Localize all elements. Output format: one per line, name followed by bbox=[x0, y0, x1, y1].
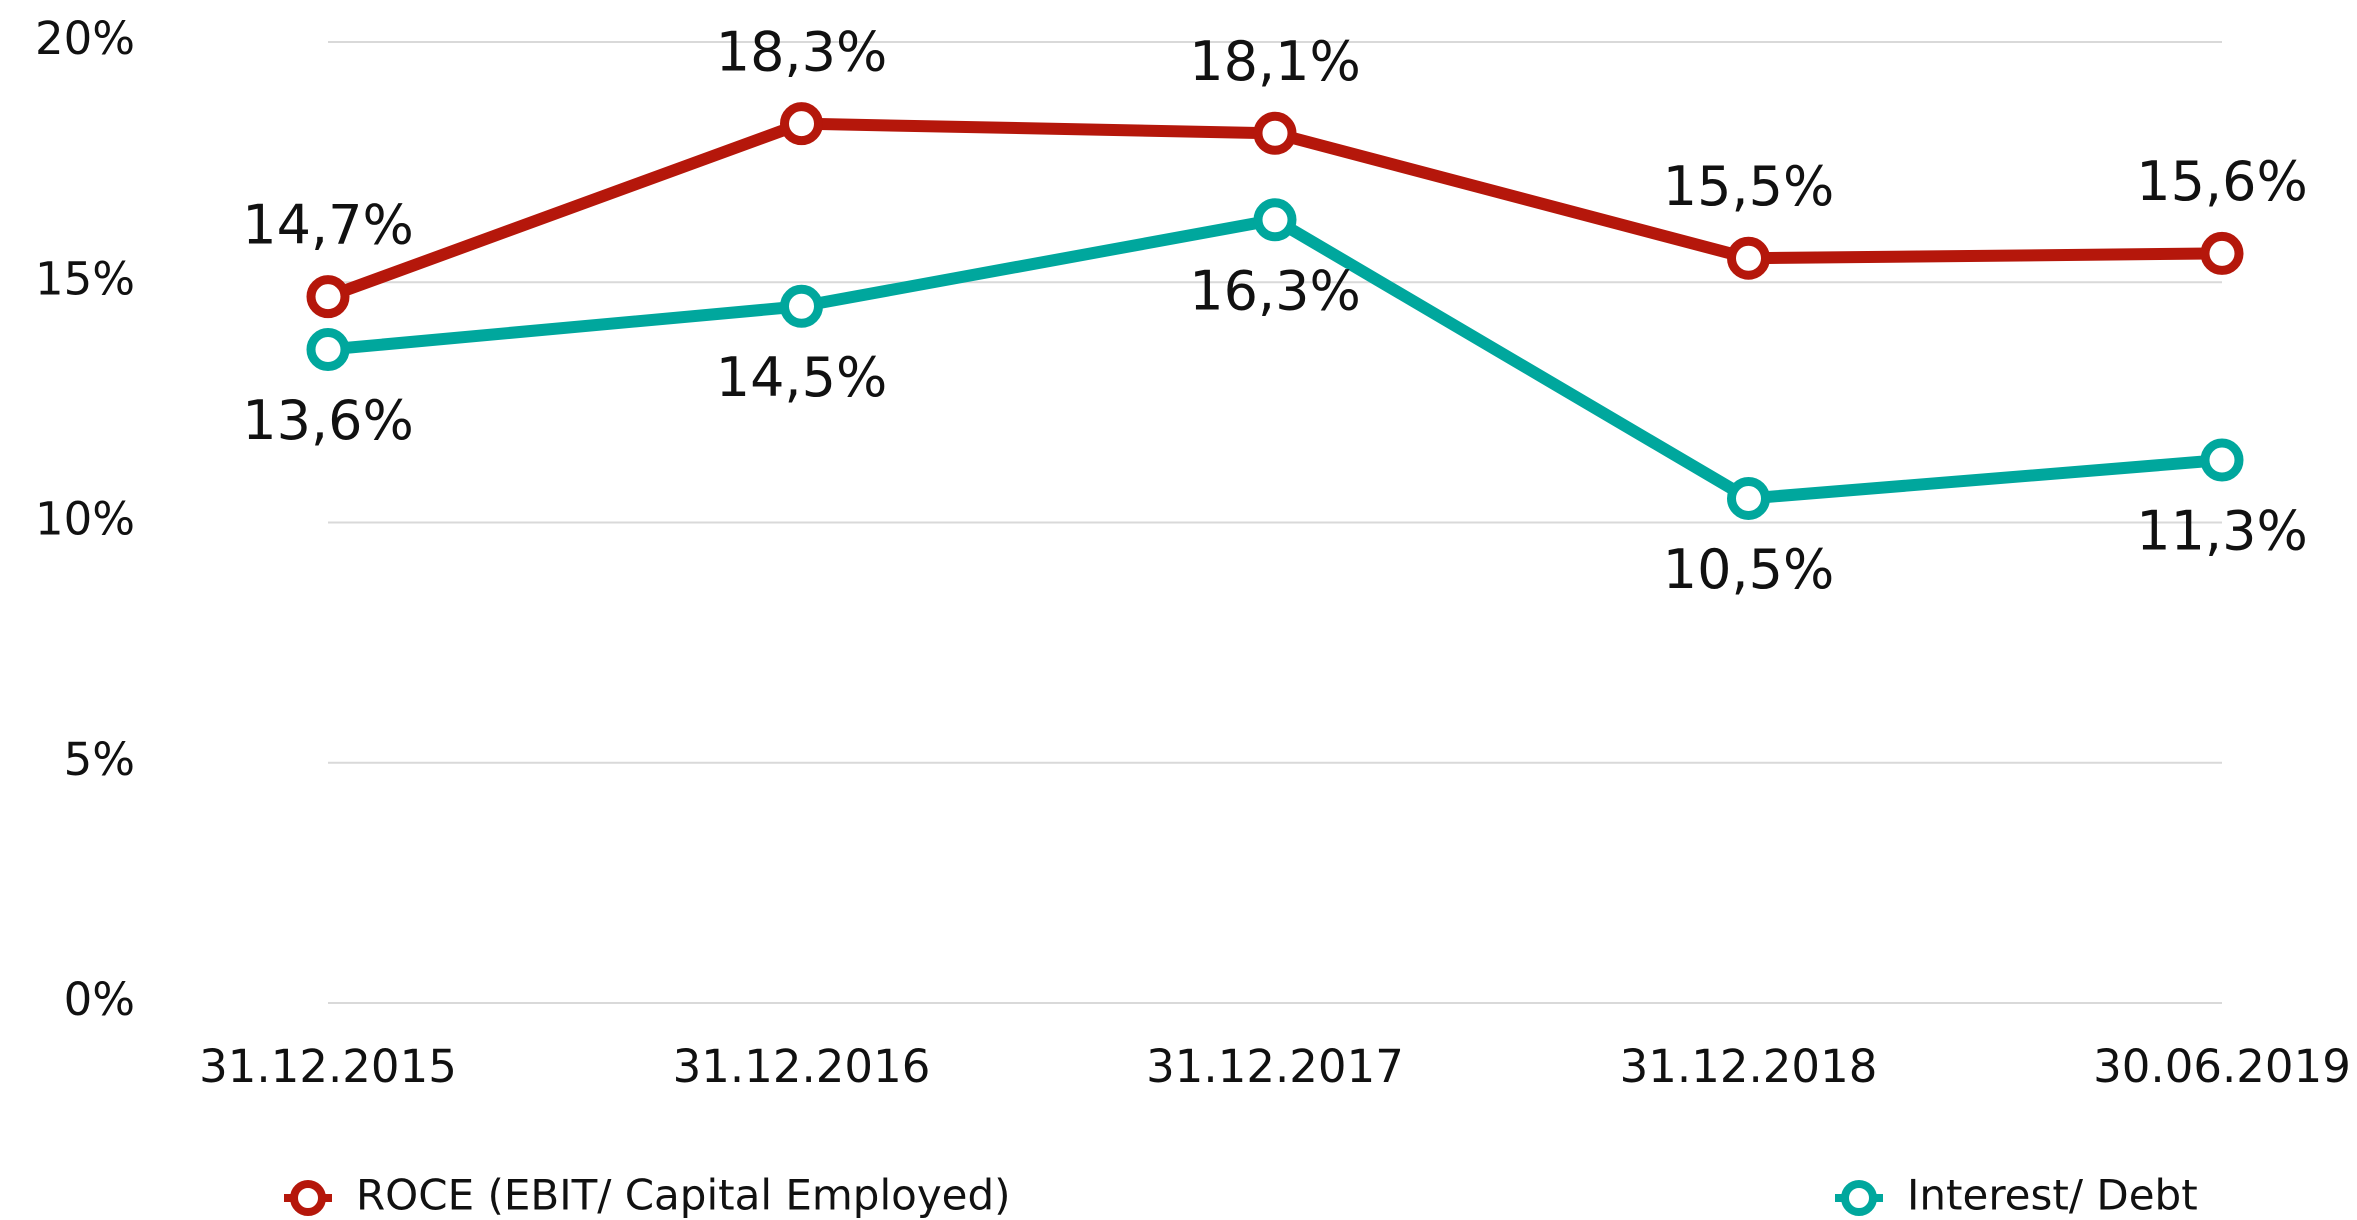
data-label: 15,6% bbox=[2136, 150, 2308, 213]
point-marker bbox=[780, 102, 823, 146]
y-tick-label: 10% bbox=[35, 493, 135, 546]
x-tick-label: 31.12.2015 bbox=[199, 1040, 457, 1093]
point-marker bbox=[1727, 236, 1770, 280]
data-label: 13,6% bbox=[242, 389, 414, 452]
data-label: 18,1% bbox=[1189, 30, 1361, 93]
y-tick-label: 0% bbox=[64, 973, 135, 1026]
data-label: 14,7% bbox=[242, 193, 414, 256]
point-marker bbox=[1253, 111, 1297, 155]
x-tick-label: 31.12.2018 bbox=[1620, 1040, 1878, 1093]
data-label: 18,3% bbox=[716, 20, 888, 83]
point-marker bbox=[1253, 198, 1297, 242]
point-marker bbox=[780, 284, 823, 328]
legend-marker bbox=[290, 1180, 326, 1216]
y-tick-label: 15% bbox=[35, 252, 135, 305]
point-marker bbox=[2200, 438, 2244, 482]
data-label: 14,5% bbox=[716, 346, 888, 409]
data-label: 10,5% bbox=[1663, 538, 1835, 601]
data-label: 16,3% bbox=[1189, 259, 1361, 322]
x-tick-label: 30.06.2019 bbox=[2093, 1040, 2351, 1093]
legend-label: ROCE (EBIT/ Capital Employed) bbox=[356, 1171, 1011, 1220]
y-tick-label: 5% bbox=[64, 733, 135, 786]
x-tick-label: 31.12.2016 bbox=[673, 1040, 931, 1093]
data-label: 11,3% bbox=[2136, 500, 2308, 563]
point-marker bbox=[1727, 476, 1770, 520]
y-tick-label: 20% bbox=[35, 12, 135, 65]
x-tick-label: 31.12.2017 bbox=[1146, 1040, 1404, 1093]
data-label: 15,5% bbox=[1663, 155, 1835, 218]
point-marker bbox=[306, 328, 350, 372]
point-marker bbox=[306, 275, 350, 319]
point-marker bbox=[2200, 231, 2244, 275]
legend-label: Interest/ Debt bbox=[1907, 1171, 2198, 1220]
legend-marker bbox=[1841, 1180, 1877, 1216]
